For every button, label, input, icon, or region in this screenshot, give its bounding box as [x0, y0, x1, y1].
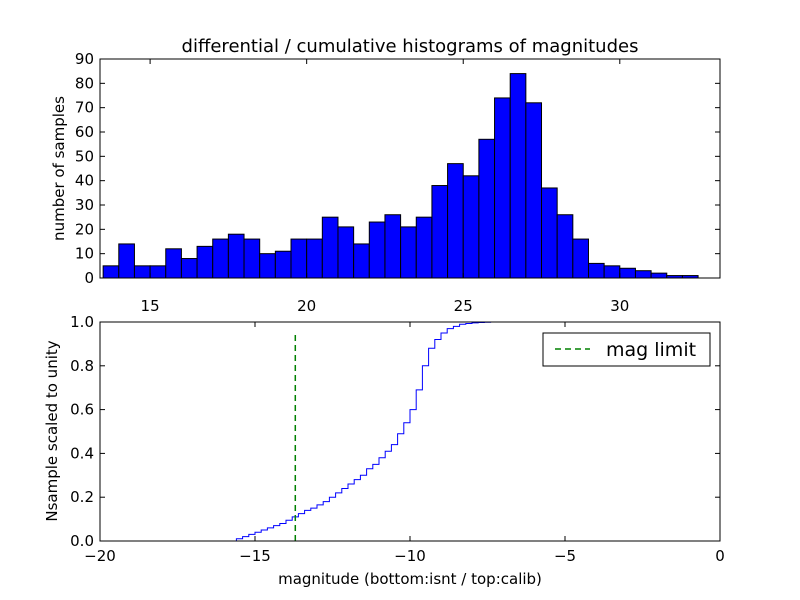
- top-y-tick-label: 80: [75, 74, 94, 92]
- histogram-bar: [133, 265, 151, 279]
- histogram-bar: [556, 214, 574, 279]
- bottom-y-tick-label: 0.2: [70, 488, 94, 506]
- bottom-y-ticks: 0.0 0.2 0.4 0.6 0.8 1.0: [70, 313, 720, 550]
- histogram-bar: [415, 216, 433, 279]
- histogram-bar: [603, 265, 621, 279]
- histogram-bar: [541, 187, 558, 279]
- bottom-x-tick-label: −5: [554, 547, 576, 565]
- top-panel: differential / cumulative histograms of …: [50, 36, 721, 315]
- histogram-bar: [634, 270, 652, 279]
- histogram-bar: [619, 267, 636, 279]
- bottom-y-axis-label: Nsample scaled to unity: [43, 340, 61, 521]
- top-bars: [102, 73, 699, 279]
- histogram-bar: [368, 221, 386, 279]
- histogram-bar: [102, 265, 120, 279]
- top-y-tick-label: 50: [75, 147, 94, 165]
- bottom-y-tick-label: 0.6: [70, 401, 94, 419]
- bottom-panel: −20 −15 −10 −5 0 0.0 0.2 0.4 0.6 0.8 1.0 mag limi…: [43, 313, 725, 588]
- cumulative-step-line: [100, 321, 720, 542]
- top-y-tick-label: 70: [75, 99, 94, 117]
- histogram-bar: [227, 233, 245, 279]
- top-y-tick-label: 10: [75, 245, 94, 263]
- bottom-x-tick-label: 0: [715, 547, 725, 565]
- histogram-bar: [353, 243, 370, 279]
- histogram-bar: [290, 238, 308, 279]
- histogram-bar: [431, 185, 449, 279]
- histogram-bar: [337, 226, 355, 279]
- histogram-bar: [243, 238, 261, 279]
- histogram-bar: [321, 216, 339, 279]
- histogram-bar: [384, 214, 402, 279]
- histogram-bar: [572, 238, 589, 279]
- histogram-bar: [650, 272, 668, 279]
- bottom-x-ticks: −20 −15 −10 −5 0: [84, 322, 725, 565]
- top-y-tick-label: 90: [75, 50, 94, 68]
- histogram-bar: [478, 138, 496, 279]
- histogram-bar: [118, 243, 135, 279]
- bottom-x-tick-label: −10: [394, 547, 426, 565]
- histogram-bar: [306, 238, 323, 279]
- histogram-bar: [196, 245, 214, 279]
- top-x-ticks: 15 20 25 30: [141, 59, 629, 315]
- histogram-bar: [212, 238, 229, 279]
- histogram-bar: [259, 253, 276, 279]
- top-y-tick-label: 60: [75, 123, 94, 141]
- histogram-bar: [525, 102, 543, 279]
- top-plot-frame: [99, 58, 721, 279]
- top-y-tick-label: 30: [75, 196, 94, 214]
- top-y-tick-label: 0: [84, 269, 94, 287]
- bottom-y-tick-label: 0.8: [70, 357, 94, 375]
- legend: mag limit: [542, 332, 711, 367]
- histogram-bar: [274, 250, 292, 279]
- bottom-y-tick-label: 0.0: [70, 532, 94, 550]
- bottom-x-tick-label: −20: [84, 547, 116, 565]
- bottom-x-axis-label: magnitude (bottom:isnt / top:calib): [278, 570, 542, 588]
- top-y-tick-label: 40: [75, 172, 94, 190]
- histogram-bar: [149, 265, 167, 279]
- histogram-bar: [462, 175, 480, 279]
- histogram-bar: [587, 262, 605, 279]
- histogram-bar: [180, 258, 198, 279]
- top-y-axis-label: number of samples: [50, 96, 68, 241]
- chart-title: differential / cumulative histograms of …: [182, 36, 639, 57]
- histogram-bar: [447, 163, 464, 279]
- histogram-bar: [400, 226, 417, 279]
- top-x-tick-label: 25: [454, 297, 473, 315]
- bottom-y-tick-label: 1.0: [70, 313, 94, 331]
- histogram-bar: [165, 248, 182, 279]
- bottom-y-tick-label: 0.4: [70, 444, 94, 462]
- top-x-tick-label: 20: [297, 297, 316, 315]
- top-y-ticks: 0 10 20 30 40 50 60 70 80 90: [75, 50, 720, 287]
- histogram-bar: [509, 73, 527, 279]
- top-x-tick-label: 30: [610, 297, 629, 315]
- bottom-plot-frame: [99, 321, 721, 542]
- legend-label: mag limit: [606, 339, 696, 361]
- bottom-x-tick-label: −15: [239, 547, 271, 565]
- histogram-bar: [494, 97, 511, 279]
- top-x-tick-label: 15: [141, 297, 160, 315]
- top-y-tick-label: 20: [75, 220, 94, 238]
